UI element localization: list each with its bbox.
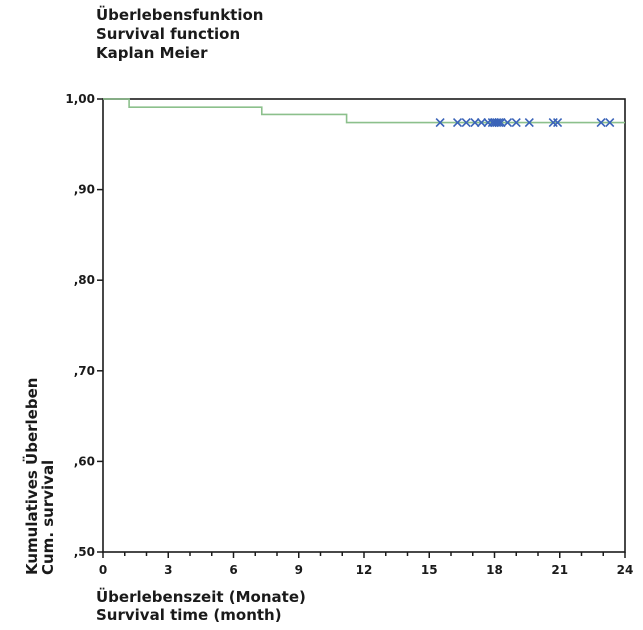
censor-marker [476,117,487,128]
y-axis-title-line-2: Cum. survival [39,460,57,575]
survival-series [103,98,625,124]
axis-ticks: 0 3 6 9 12 15 18 21 24 ,50 ,60 ,70 ,80 ,90 1,00 [65,92,633,577]
censor-marker [553,117,563,128]
chart-title-line-1: Überlebensfunktion [96,6,264,24]
x-tick-label: 3 [164,563,172,577]
chart-title-line-3: Kaplan Meier [96,44,208,62]
censor-marker [605,117,615,128]
chart-title: Überlebensfunktion Survival function Kap… [96,6,263,63]
y-tick-label: ,60 [74,454,95,468]
y-tick-label: ,90 [74,183,95,197]
y-axis-title-line-1: Kumulatives Überleben [22,378,41,575]
x-axis-title-line-1: Überlebenszeit (Monate) [96,587,306,606]
censor-marker [524,117,534,128]
censor-marker [502,117,513,128]
y-tick-label: ,50 [74,545,95,559]
censor-marker [470,117,480,128]
plot-area-border [102,98,626,553]
censor-marker [461,117,471,128]
y-tick-label: ,70 [74,364,95,378]
chart-title-line-2: Survival function [96,25,241,43]
x-axis-title-line-2: Survival time (month) [96,606,282,624]
y-tick-label: ,80 [74,273,95,287]
x-tick-label: 18 [486,563,503,577]
censor-marker [435,117,445,128]
x-tick-label: 24 [617,563,634,577]
x-tick-label: 12 [356,563,373,577]
x-tick-label: 0 [99,563,107,577]
censor-marker [511,117,521,128]
x-tick-label: 15 [421,563,438,577]
censor-marker [596,117,606,128]
x-tick-label: 6 [229,563,237,577]
x-tick-label: 9 [295,563,303,577]
censor-marker [452,117,463,128]
censor-markers [435,117,615,128]
y-tick-label: 1,00 [65,92,95,106]
x-tick-label: 21 [551,563,568,577]
survival-curve [103,98,625,124]
censor-marker [494,117,504,128]
censor-marker [496,117,506,128]
plot-frame [102,98,626,553]
